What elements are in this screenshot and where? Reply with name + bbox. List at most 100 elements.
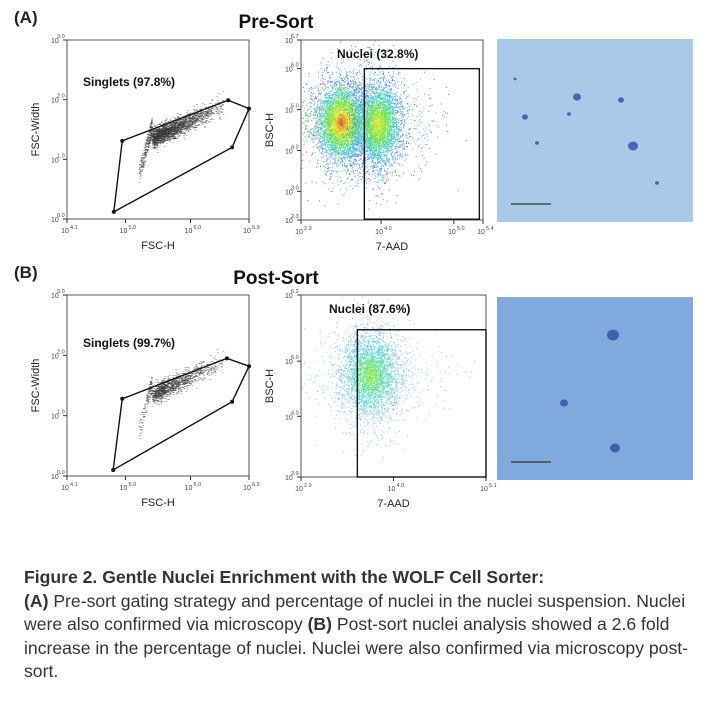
- scatter-point: [336, 165, 338, 167]
- scatter-point: [327, 86, 329, 88]
- scatter-point: [170, 128, 172, 129]
- scatter-point: [148, 145, 150, 146]
- scatter-point: [321, 133, 323, 135]
- scatter-point: [162, 126, 165, 127]
- scatter-point: [182, 120, 185, 121]
- scatter-point: [148, 132, 151, 133]
- scatter-point: [162, 133, 165, 134]
- scatter-point: [328, 168, 330, 170]
- scatter-point: [204, 126, 206, 127]
- scatter-point: [167, 128, 169, 129]
- scatter-point: [153, 133, 156, 134]
- scatter-point: [353, 95, 355, 97]
- scatter-point: [154, 138, 156, 139]
- scatter-point: [187, 130, 190, 131]
- scatter-point: [313, 135, 315, 137]
- scatter-point: [190, 118, 193, 119]
- scatter-point: [359, 71, 361, 73]
- scatter-point: [147, 139, 150, 140]
- scatter-point: [149, 138, 151, 139]
- scatter-point: [144, 147, 146, 148]
- scatter-point: [335, 157, 337, 159]
- scatter-point: [351, 71, 353, 73]
- scatter-point: [167, 136, 170, 137]
- scatter-point: [150, 127, 152, 128]
- scatter-point: [158, 135, 161, 136]
- scatter-point: [163, 128, 166, 129]
- scatter-point: [144, 152, 147, 153]
- scatter-point: [319, 116, 321, 118]
- scatter-point: [157, 135, 159, 136]
- scatter-point: [164, 131, 167, 132]
- scatter-point: [145, 155, 148, 156]
- scatter-point: [337, 184, 339, 186]
- scatter-point: [157, 138, 160, 139]
- scatter-point: [195, 120, 198, 121]
- scatter-point: [190, 123, 192, 124]
- scatter-point: [194, 129, 197, 130]
- scatter-point: [156, 140, 158, 141]
- scatter-point: [184, 132, 187, 133]
- scatter-point: [340, 70, 342, 72]
- scatter-point: [318, 125, 320, 127]
- scatter-point: [145, 139, 148, 140]
- scatter-point: [146, 140, 148, 141]
- scatter-point: [324, 135, 326, 137]
- scatter-point: [160, 129, 163, 130]
- scatter-point: [354, 159, 356, 161]
- scatter-point: [331, 158, 333, 160]
- scatter-point: [165, 130, 168, 131]
- scatter-point: [151, 131, 153, 132]
- scatter-point: [348, 85, 350, 87]
- scatter-point: [161, 136, 163, 137]
- scatter-point: [178, 130, 181, 131]
- scatter-point: [165, 136, 168, 137]
- scatter-point: [164, 134, 167, 135]
- scatter-point: [197, 118, 200, 119]
- scatter-point: [149, 140, 151, 141]
- scatter-point: [185, 121, 187, 122]
- scatter-point: [207, 113, 209, 114]
- scatter-point: [171, 138, 174, 139]
- scatter-point: [159, 130, 162, 131]
- scatter-point: [209, 119, 212, 120]
- scatter-point: [163, 128, 166, 129]
- scatter-point: [157, 147, 160, 148]
- scatter-point: [183, 137, 186, 138]
- scatter-point: [213, 113, 216, 114]
- scatter-point: [168, 133, 171, 134]
- scatter-point: [319, 112, 321, 114]
- scatter-point: [153, 138, 156, 139]
- scatter-point: [166, 139, 168, 140]
- scatter-point: [178, 117, 180, 118]
- scatter-point: [169, 128, 172, 129]
- scatter-point: [177, 129, 179, 130]
- singlets-gate: [112, 99, 250, 214]
- scatter-point: [144, 153, 147, 154]
- scatter-point: [184, 130, 187, 131]
- scatter-point: [197, 116, 200, 117]
- scatter-point: [160, 135, 162, 136]
- gate-vertex: [111, 209, 116, 214]
- scatter-point: [156, 145, 158, 146]
- scatter-point: [218, 109, 221, 110]
- scatter-point: [159, 131, 161, 132]
- scatter-point: [160, 143, 162, 144]
- scatter-point: [170, 137, 172, 138]
- scatter-point: [311, 91, 313, 93]
- scatter-point: [195, 118, 198, 119]
- scatter-point: [331, 80, 333, 82]
- scatter-point: [150, 135, 153, 136]
- scatter-point: [148, 131, 150, 132]
- scatter-point: [175, 134, 177, 135]
- scatter-point: [142, 164, 145, 165]
- scatter-point: [318, 145, 320, 147]
- scatter-point: [151, 118, 154, 119]
- scatter-point: [361, 75, 363, 77]
- scatter-point: [174, 123, 177, 124]
- scatter-point: [193, 106, 196, 107]
- scatter-point: [214, 106, 217, 107]
- scatter-point: [205, 115, 208, 116]
- scatter-point: [318, 76, 320, 78]
- scatter-point: [338, 88, 340, 90]
